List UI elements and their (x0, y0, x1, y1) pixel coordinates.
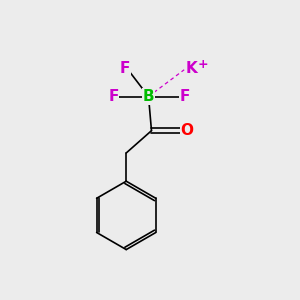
Text: O: O (181, 123, 194, 138)
Text: F: F (108, 89, 118, 104)
Text: K: K (186, 61, 197, 76)
Text: F: F (119, 61, 130, 76)
Text: +: + (198, 58, 208, 71)
Text: F: F (180, 89, 190, 104)
Text: B: B (143, 89, 154, 104)
